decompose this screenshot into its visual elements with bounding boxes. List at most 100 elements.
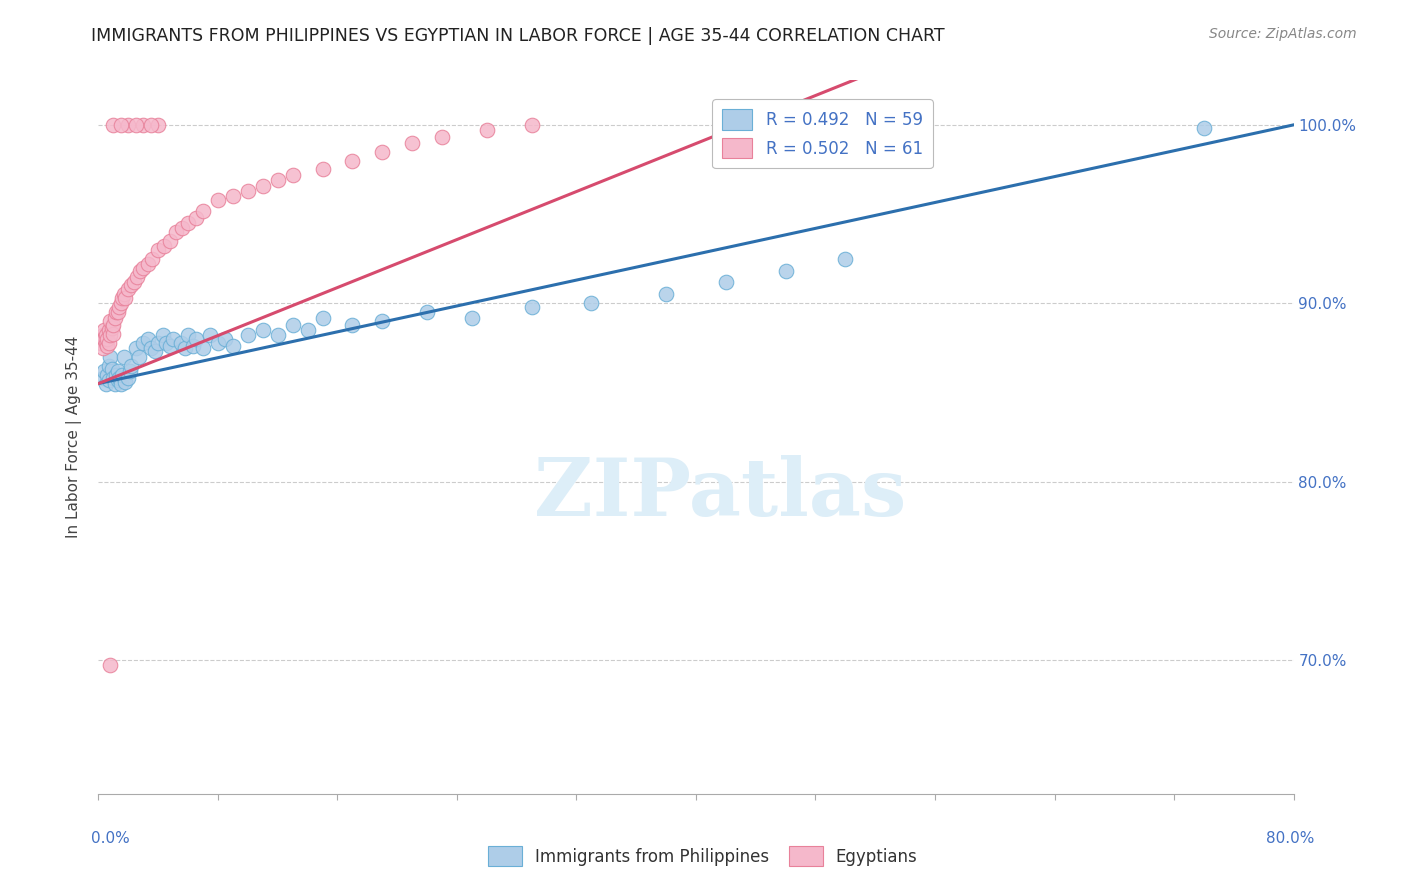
Point: [520, 118, 543, 132]
Point: [98, 350, 122, 364]
Point: [184, 211, 207, 225]
Point: [177, 328, 200, 343]
Point: [125, 118, 148, 132]
Text: 0.0%: 0.0%: [91, 831, 131, 847]
Point: [118, 364, 141, 378]
Point: [91, 341, 114, 355]
Point: [267, 328, 290, 343]
Point: [461, 310, 484, 325]
Point: [114, 375, 136, 389]
Point: [104, 376, 127, 391]
Point: [252, 178, 274, 193]
Point: [159, 234, 181, 248]
Point: [311, 310, 333, 325]
Point: [110, 118, 132, 132]
Text: IMMIGRANTS FROM PHILIPPINES VS EGYPTIAN IN LABOR FORCE | AGE 35-44 CORRELATION C: IMMIGRANTS FROM PHILIPPINES VS EGYPTIAN …: [91, 27, 945, 45]
Point: [172, 221, 194, 235]
Point: [141, 252, 163, 266]
Point: [93, 332, 115, 346]
Point: [104, 310, 127, 325]
Point: [107, 373, 129, 387]
Point: [475, 123, 498, 137]
Point: [96, 339, 118, 353]
Point: [155, 335, 177, 350]
Point: [297, 323, 319, 337]
Point: [91, 328, 114, 343]
Point: [111, 368, 134, 382]
Point: [97, 359, 120, 373]
Point: [128, 350, 150, 364]
Point: [103, 318, 125, 332]
Point: [98, 658, 122, 673]
Point: [97, 373, 120, 387]
Point: [207, 193, 229, 207]
Point: [98, 328, 122, 343]
Point: [125, 341, 148, 355]
Point: [114, 291, 136, 305]
Point: [94, 376, 117, 391]
Point: [177, 216, 200, 230]
Point: [124, 275, 146, 289]
Point: [191, 341, 214, 355]
Point: [714, 275, 737, 289]
Point: [105, 305, 128, 319]
Point: [143, 344, 166, 359]
Point: [94, 335, 117, 350]
Point: [174, 341, 197, 355]
Point: [655, 287, 678, 301]
Point: [416, 305, 439, 319]
Legend: R = 0.492   N = 59, R = 0.502   N = 61: R = 0.492 N = 59, R = 0.502 N = 61: [713, 99, 932, 169]
Point: [136, 257, 159, 271]
Point: [311, 162, 333, 177]
Point: [159, 339, 181, 353]
Point: [103, 371, 125, 385]
Point: [111, 291, 134, 305]
Point: [169, 335, 191, 350]
Text: 80.0%: 80.0%: [1267, 831, 1315, 847]
Point: [236, 328, 259, 343]
Point: [834, 252, 856, 266]
Point: [90, 335, 112, 350]
Point: [107, 305, 129, 319]
Point: [775, 264, 797, 278]
Point: [148, 335, 170, 350]
Point: [129, 264, 152, 278]
Point: [120, 359, 142, 373]
Point: [236, 184, 259, 198]
Point: [96, 368, 118, 382]
Point: [117, 371, 139, 385]
Point: [112, 287, 135, 301]
Point: [110, 376, 132, 391]
Point: [148, 243, 170, 257]
Point: [281, 318, 304, 332]
Point: [132, 335, 155, 350]
Text: Source: ZipAtlas.com: Source: ZipAtlas.com: [1209, 27, 1357, 41]
Point: [581, 296, 603, 310]
Point: [97, 335, 120, 350]
Point: [98, 314, 122, 328]
Point: [371, 145, 394, 159]
Point: [281, 168, 304, 182]
Point: [267, 173, 290, 187]
Point: [401, 136, 423, 150]
Point: [93, 323, 115, 337]
Point: [96, 332, 118, 346]
Point: [191, 203, 214, 218]
Point: [101, 321, 124, 335]
Point: [117, 118, 139, 132]
Point: [127, 269, 149, 284]
Point: [371, 314, 394, 328]
Point: [107, 364, 129, 378]
Point: [181, 339, 204, 353]
Point: [108, 371, 131, 385]
Point: [165, 225, 187, 239]
Point: [105, 368, 128, 382]
Point: [112, 350, 135, 364]
Point: [222, 189, 245, 203]
Point: [101, 362, 124, 376]
Y-axis label: In Labor Force | Age 35-44: In Labor Force | Age 35-44: [66, 336, 83, 538]
Point: [162, 332, 184, 346]
Point: [132, 118, 155, 132]
Point: [97, 323, 120, 337]
Point: [222, 339, 245, 353]
